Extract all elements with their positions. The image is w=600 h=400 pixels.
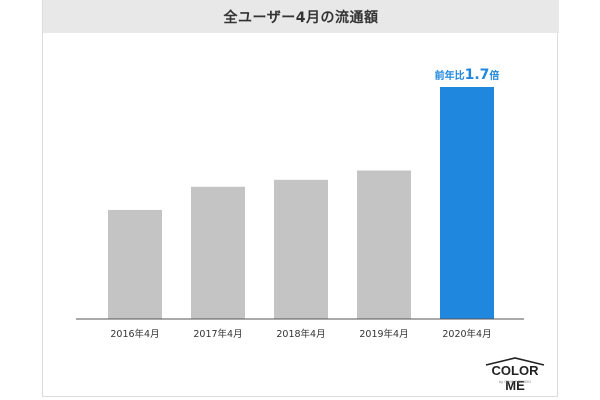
annotation-suffix: 倍 xyxy=(489,69,499,82)
title-bar: 全ユーザー4月の流通額 xyxy=(43,0,559,33)
bar-3 xyxy=(357,170,411,319)
tick-label-1: 2017年4月 xyxy=(193,328,242,340)
logo-subtext: by GMO PEPABO xyxy=(498,379,532,384)
logo-text: COLOR ME xyxy=(491,363,539,393)
colorme-logo: COLOR ME by GMO PEPABO xyxy=(480,356,550,393)
roof-icon xyxy=(485,357,545,366)
annotation-prefix: 前年比 xyxy=(435,69,465,82)
growth-annotation: 前年比1.7倍 xyxy=(435,67,500,83)
bars-group xyxy=(108,87,494,319)
annotation-group: 前年比1.7倍 xyxy=(435,67,500,83)
bar-4 xyxy=(440,87,494,319)
tick-label-0: 2016年4月 xyxy=(110,328,159,340)
tick-label-4: 2020年4月 xyxy=(442,328,491,340)
tick-labels-group: 2016年4月 2017年4月 2018年4月 2019年4月 2020年4月 xyxy=(110,328,491,340)
tick-label-2: 2018年4月 xyxy=(276,328,325,340)
bar-1 xyxy=(191,186,245,319)
bar-2 xyxy=(274,179,328,319)
tick-label-3: 2019年4月 xyxy=(359,328,408,340)
chart-title: 全ユーザー4月の流通額 xyxy=(223,9,379,26)
bar-0 xyxy=(108,209,162,319)
annotation-value: 1.7 xyxy=(465,67,490,83)
